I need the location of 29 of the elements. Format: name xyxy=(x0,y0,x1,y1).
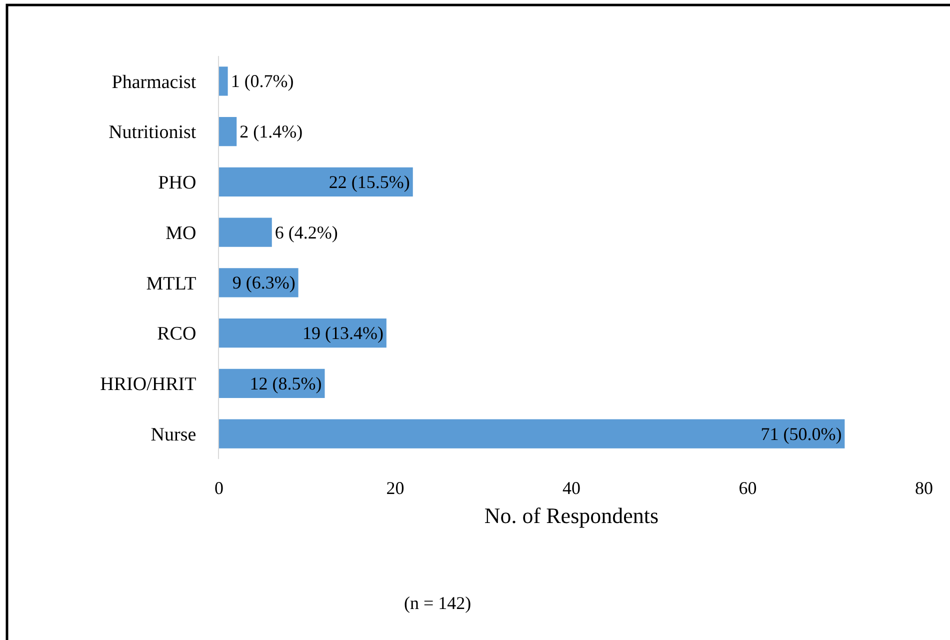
x-axis-title: No. of Respondents xyxy=(484,502,659,528)
x-tick-label: 60 xyxy=(738,478,757,498)
y-tick-label: Nurse xyxy=(150,424,196,446)
x-tick-label: 20 xyxy=(386,478,404,498)
x-tick-label: 0 xyxy=(214,478,224,498)
y-tick-label: Nutritionist xyxy=(108,122,197,144)
x-tick-label: 80 xyxy=(915,478,933,498)
x-tick-label: 40 xyxy=(562,478,580,498)
data-label: 22 (15.5%) xyxy=(328,172,410,192)
data-label: 1 (0.7%) xyxy=(230,71,294,92)
data-label: 12 (8.5%) xyxy=(250,373,322,394)
data-label: 19 (13.4%) xyxy=(302,323,384,344)
data-label: 2 (1.4%) xyxy=(240,122,303,142)
bar xyxy=(219,167,413,197)
y-tick-label: PHO xyxy=(158,172,196,194)
text: (n = 142) xyxy=(404,593,472,613)
y-tick-label: RCO xyxy=(157,324,196,345)
bar xyxy=(219,116,237,146)
data-label: 71 (50.0%) xyxy=(760,424,842,444)
y-tick-label: MO xyxy=(166,222,196,244)
y-tick-label: HRIO/HRIT xyxy=(100,374,197,396)
bar xyxy=(219,419,845,448)
bar xyxy=(219,218,272,247)
bar xyxy=(219,66,228,96)
bar xyxy=(219,318,386,348)
y-tick-label: Pharmacist xyxy=(112,72,197,93)
data-label: 6 (4.2%) xyxy=(274,222,338,242)
y-tick-label: MTLT xyxy=(146,273,197,294)
data-label: 9 (6.3%) xyxy=(232,272,296,293)
